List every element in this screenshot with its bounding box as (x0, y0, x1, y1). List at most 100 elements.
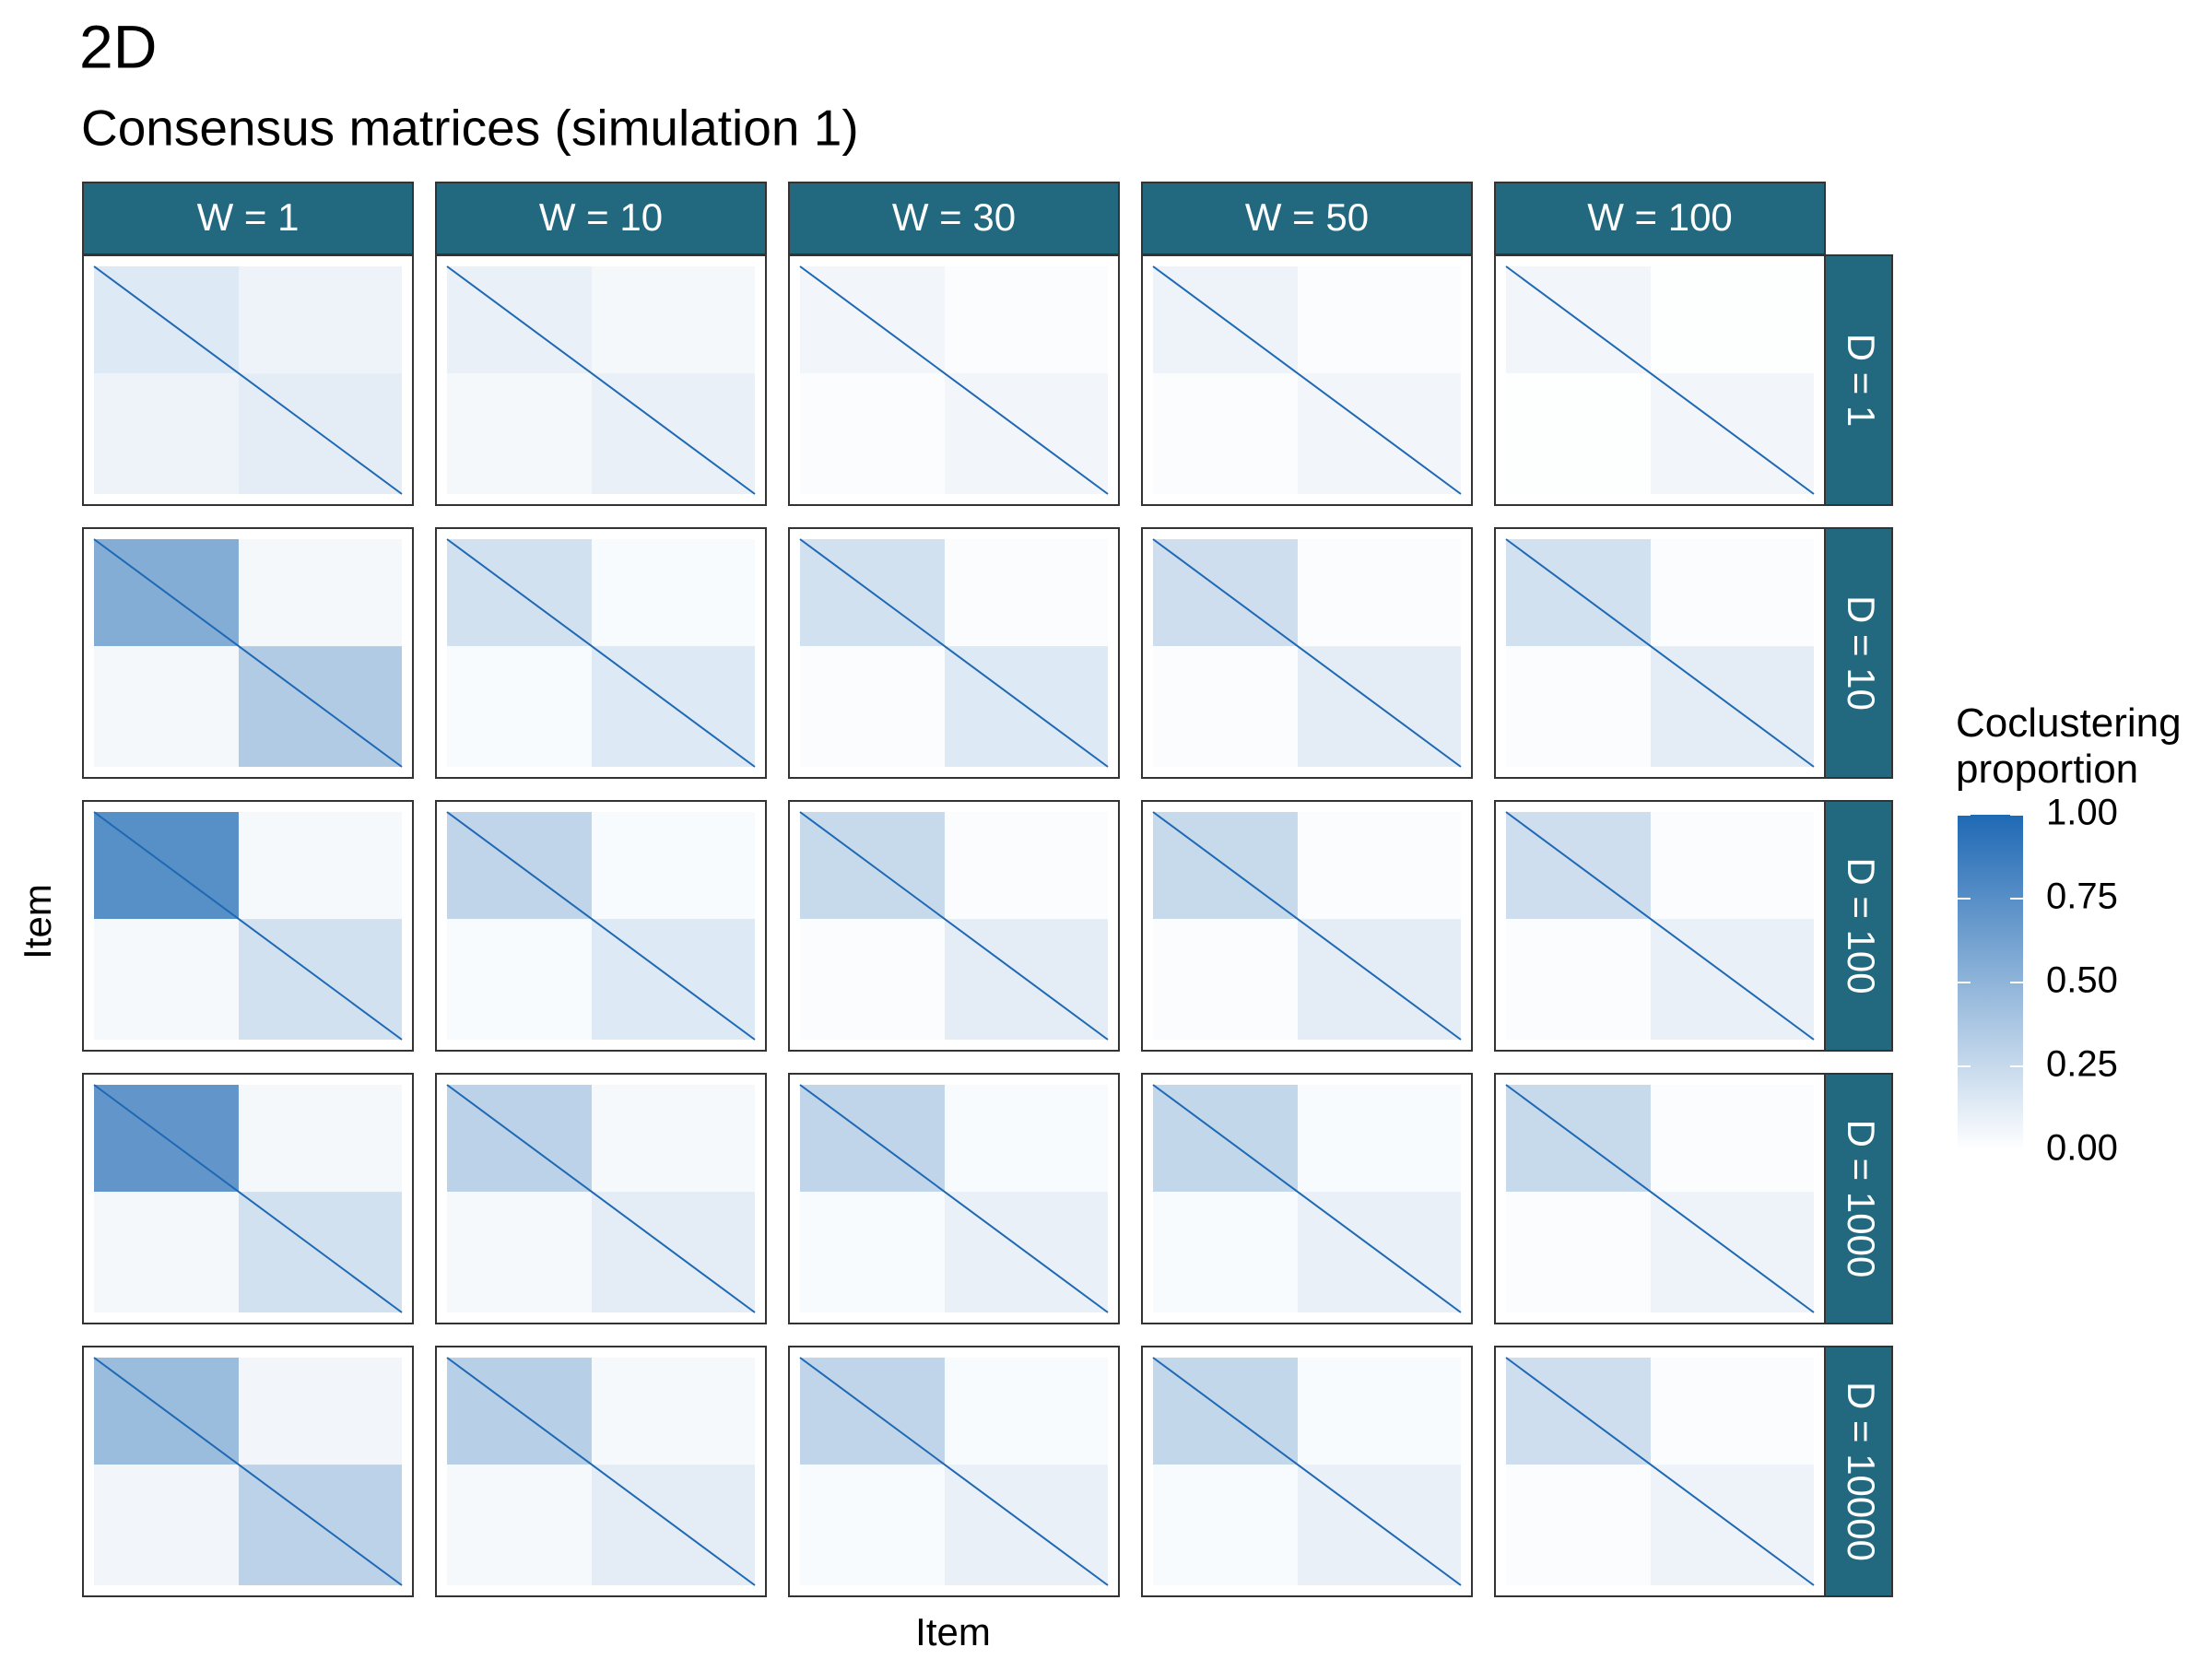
diagonal (446, 1084, 756, 1313)
heat-cell (447, 1465, 592, 1585)
diagonal (93, 1084, 403, 1313)
heat-cell (238, 812, 402, 920)
heat-cell (94, 1192, 239, 1312)
panel-border (1494, 800, 1826, 1052)
heat-cell (94, 1465, 239, 1585)
panel-border (788, 800, 1120, 1052)
panel-border (82, 1073, 414, 1324)
facet-label: W = 30 (892, 195, 1016, 239)
heat-cell (1650, 812, 1814, 920)
panel-border (1494, 527, 1826, 779)
panel-border (435, 527, 767, 779)
diagonal (446, 1357, 756, 1586)
panel (1141, 527, 1473, 779)
diagonal (446, 265, 756, 495)
panel (1494, 254, 1826, 506)
heat-cell (1506, 1192, 1651, 1312)
heat-cell (1650, 1085, 1814, 1193)
panel (435, 254, 767, 506)
facet-strip (1824, 1073, 1893, 1324)
panel-border (435, 800, 767, 1052)
panel (788, 1073, 1120, 1324)
heat-cell (447, 919, 592, 1040)
panel-border (788, 254, 1120, 506)
colorbar-label: 0.50 (2046, 960, 2118, 1001)
panel (82, 1346, 414, 1597)
heat-cell (1506, 373, 1651, 494)
colorbar-label: 1.00 (2046, 793, 2118, 833)
heat-cell (238, 266, 402, 374)
heat-cell (591, 1085, 755, 1193)
diagonal (446, 811, 756, 1041)
diagonal (93, 1357, 403, 1586)
facet-strip (1824, 1346, 1893, 1597)
diagonal (1152, 1084, 1462, 1313)
panel (82, 527, 414, 779)
heat-cell (1153, 919, 1298, 1040)
heat-cell (800, 373, 945, 494)
heat-cell (1297, 1085, 1461, 1193)
facet-strip (788, 182, 1120, 255)
heat-cell (238, 1358, 402, 1465)
diagonal (1505, 538, 1815, 768)
panel-border (82, 800, 414, 1052)
diagonal (799, 1084, 1109, 1313)
heat-cell (800, 646, 945, 767)
heat-cell (1297, 1358, 1461, 1465)
panel-border (1494, 254, 1826, 506)
heat-cell (591, 812, 755, 920)
heat-cell (800, 1192, 945, 1312)
facet-strip (1824, 527, 1893, 779)
heat-cell (447, 373, 592, 494)
heat-cell (1506, 646, 1651, 767)
panel-border (788, 527, 1120, 779)
heat-cell (238, 1085, 402, 1193)
facet-label: W = 10 (539, 195, 663, 239)
panel-border (1141, 800, 1473, 1052)
heat-cell (944, 539, 1108, 647)
diagonal (1152, 265, 1462, 495)
colorbar-label: 0.25 (2046, 1044, 2118, 1085)
facet-label: D = 1 (1840, 334, 1883, 428)
diagonal (1152, 1357, 1462, 1586)
heat-cell (1153, 1465, 1298, 1585)
diagonal (446, 538, 756, 768)
panel-border (1494, 1073, 1826, 1324)
heat-cell (591, 1358, 755, 1465)
facet-strip (1141, 182, 1473, 255)
heat-cell (591, 266, 755, 374)
diagonal (93, 538, 403, 768)
heat-cell (1650, 539, 1814, 647)
heat-cell (944, 812, 1108, 920)
panel (788, 254, 1120, 506)
facet-label: W = 100 (1587, 195, 1733, 239)
x-axis-label: Item (915, 1610, 991, 1653)
panel-border (82, 254, 414, 506)
diagonal (799, 538, 1109, 768)
heat-cell (1153, 646, 1298, 767)
diagonal (1505, 1084, 1815, 1313)
chart-title: 2D (79, 12, 157, 80)
panel (1494, 1073, 1826, 1324)
heat-cell (944, 266, 1108, 374)
heat-cell (1153, 373, 1298, 494)
diagonal (93, 265, 403, 495)
heat-cell (800, 919, 945, 1040)
panel (435, 1346, 767, 1597)
panel-border (1141, 254, 1473, 506)
panel (788, 527, 1120, 779)
panel (1141, 254, 1473, 506)
panel (1494, 527, 1826, 779)
heat-cell (1297, 539, 1461, 647)
heat-cell (238, 539, 402, 647)
panel (1141, 1346, 1473, 1597)
heat-cell (1650, 1358, 1814, 1465)
heat-cell (447, 1192, 592, 1312)
panel (1494, 1346, 1826, 1597)
panel-border (1141, 527, 1473, 779)
panel (82, 800, 414, 1052)
legend-title: Coclustering proportion (1956, 700, 2182, 792)
panel (1141, 1073, 1473, 1324)
